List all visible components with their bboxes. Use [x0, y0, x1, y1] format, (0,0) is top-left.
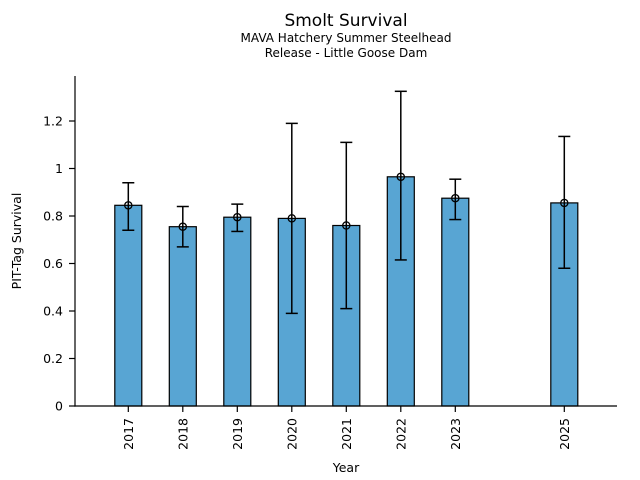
x-tick-label-2017: 2017	[121, 418, 136, 450]
x-tick-label-2025: 2025	[557, 418, 572, 450]
chart-title: Smolt Survival	[284, 11, 408, 31]
mean-marker-2021	[342, 221, 351, 230]
x-tick-label-2022: 2022	[393, 418, 408, 450]
x-tick-label-2023: 2023	[448, 418, 463, 450]
x-tick-label-2018: 2018	[175, 418, 190, 450]
y-tick-label-1: 1	[55, 161, 63, 176]
y-tick-label-0.8: 0.8	[43, 209, 63, 224]
y-tick-label-0.2: 0.2	[43, 351, 63, 366]
y-tick-label-0: 0	[55, 399, 63, 414]
mean-marker-2022	[396, 172, 406, 182]
bar-2023	[441, 197, 470, 407]
mean-marker-2020	[287, 214, 297, 223]
chart-subtitle-line1: MAVA Hatchery Summer Steelhead	[240, 31, 452, 45]
x-tick-label-2021: 2021	[339, 418, 354, 450]
bar-2019	[223, 216, 252, 407]
mean-marker-2023	[451, 193, 460, 203]
x-axis-label: Year	[332, 460, 360, 475]
bar-2018	[168, 226, 197, 407]
mean-marker-2017	[124, 201, 133, 210]
y-tick-label-1.2: 1.2	[43, 114, 63, 129]
x-tick-label-2019: 2019	[230, 418, 245, 450]
chart-subtitle-line2: Release - Little Goose Dam	[264, 46, 428, 60]
x-tick-label-2020: 2020	[284, 418, 299, 450]
bar-2017	[114, 204, 143, 407]
y-axis-label: PIT-Tag Survival	[9, 192, 24, 290]
y-tick-label-0.4: 0.4	[43, 304, 63, 319]
y-tick-label-0.6: 0.6	[43, 256, 63, 271]
mean-marker-2018	[178, 222, 188, 231]
mean-marker-2019	[233, 212, 242, 222]
bar-2025	[550, 202, 579, 407]
mean-marker-2025	[560, 198, 569, 208]
